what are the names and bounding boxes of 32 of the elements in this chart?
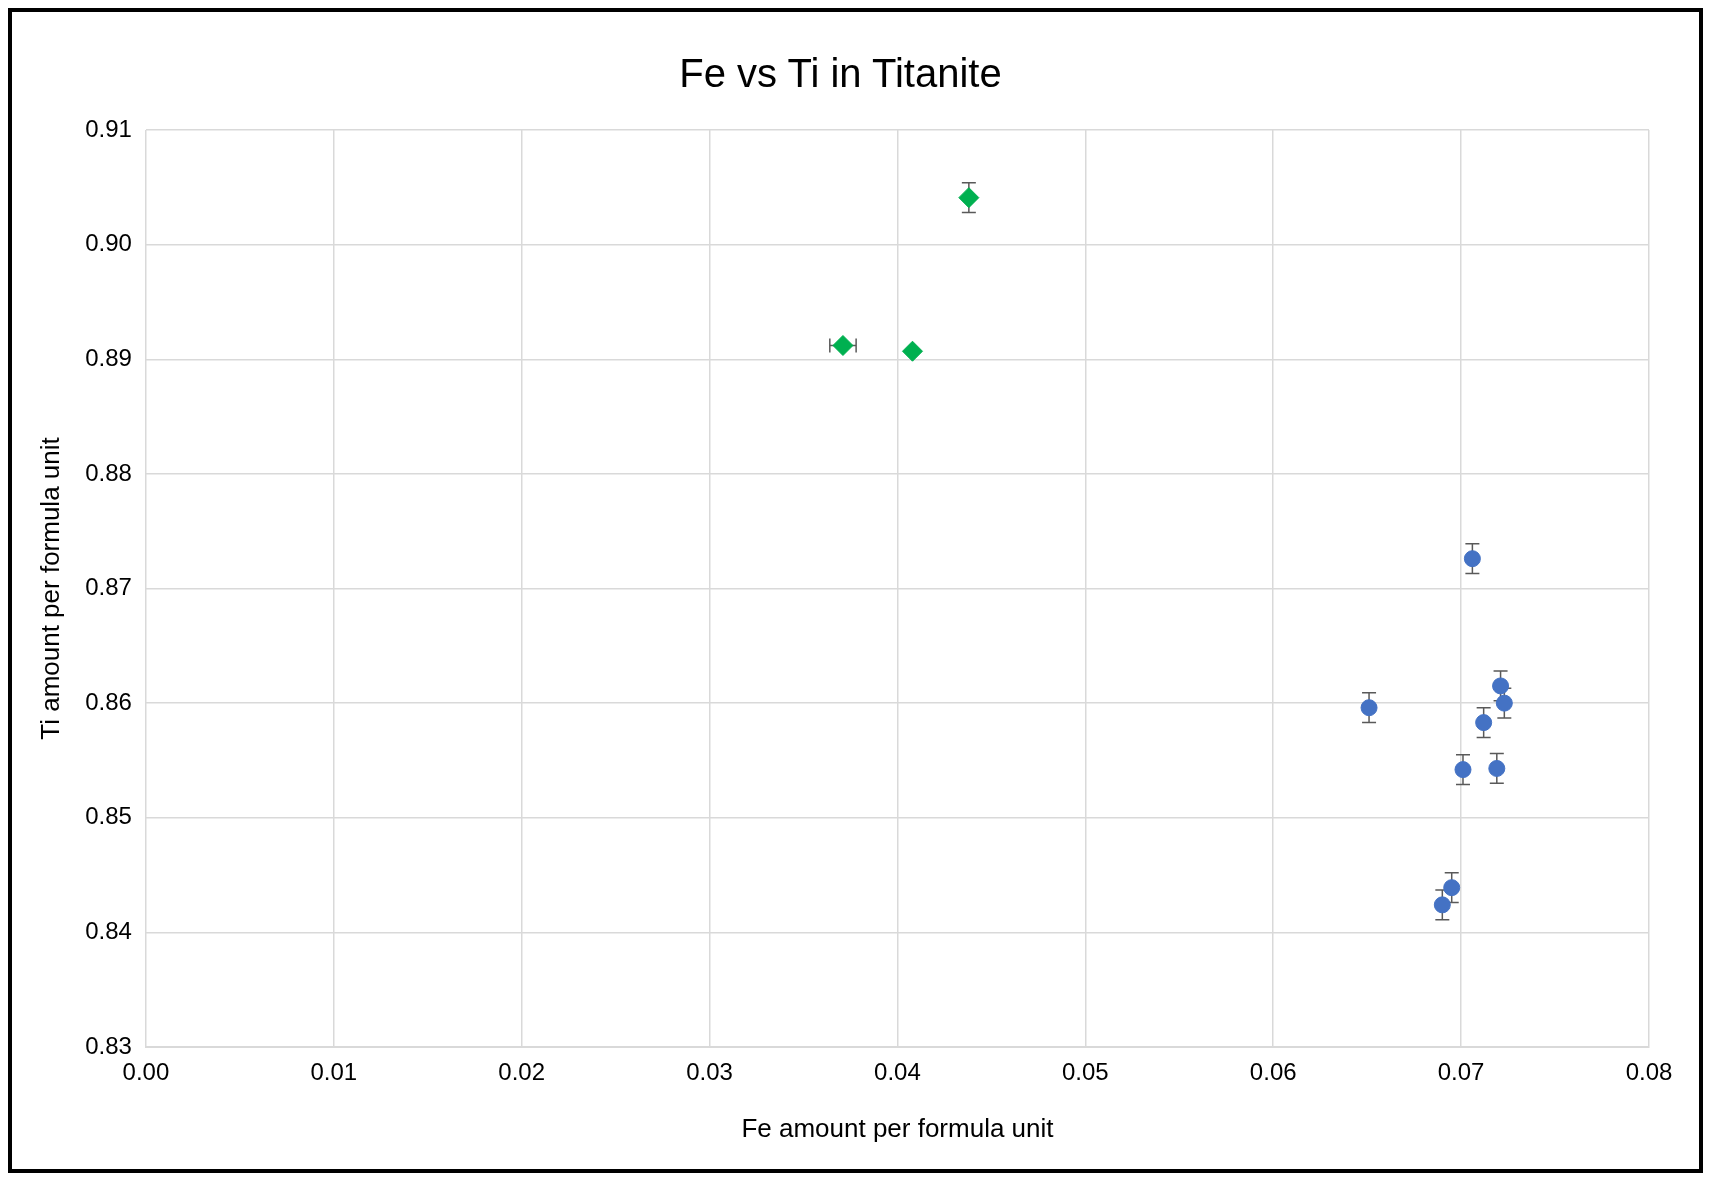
point — [958, 187, 980, 209]
point — [1463, 550, 1481, 568]
x-tick-label: 0.00 — [122, 1058, 170, 1086]
point — [1433, 896, 1451, 914]
point — [1488, 759, 1506, 777]
point — [1495, 694, 1513, 712]
x-tick-label: 0.03 — [686, 1058, 733, 1086]
x-tick-label: 0.02 — [498, 1058, 546, 1086]
point — [1475, 714, 1493, 732]
x-tick-label: 0.05 — [1061, 1058, 1109, 1086]
y-tick-label: 0.86 — [85, 687, 132, 715]
x-tick-label: 0.08 — [1625, 1058, 1673, 1086]
y-tick-label: 0.89 — [85, 343, 132, 371]
y-tick-label: 0.88 — [85, 458, 132, 486]
point — [1443, 879, 1461, 897]
y-tick-label: 0.90 — [85, 229, 132, 257]
x-tick-label: 0.04 — [874, 1058, 921, 1086]
x-tick-label: 0.06 — [1249, 1058, 1297, 1086]
point — [1492, 677, 1510, 695]
chart-title: Fe vs Ti in Titanite — [679, 51, 1002, 96]
y-tick-label: 0.87 — [85, 573, 132, 601]
point — [1454, 761, 1472, 779]
x-axis-title: Fe amount per formula unit — [741, 1112, 1055, 1143]
point — [1360, 699, 1378, 717]
y-tick-label: 0.85 — [85, 802, 132, 830]
point — [901, 340, 923, 362]
y-tick-label: 0.91 — [85, 114, 132, 142]
x-tick-label: 0.07 — [1437, 1058, 1485, 1086]
y-tick-label: 0.83 — [85, 1031, 132, 1059]
y-tick-label: 0.84 — [85, 917, 132, 944]
x-tick-label: 0.01 — [310, 1058, 358, 1086]
y-axis-title: Ti amount per formula unit — [34, 436, 65, 740]
